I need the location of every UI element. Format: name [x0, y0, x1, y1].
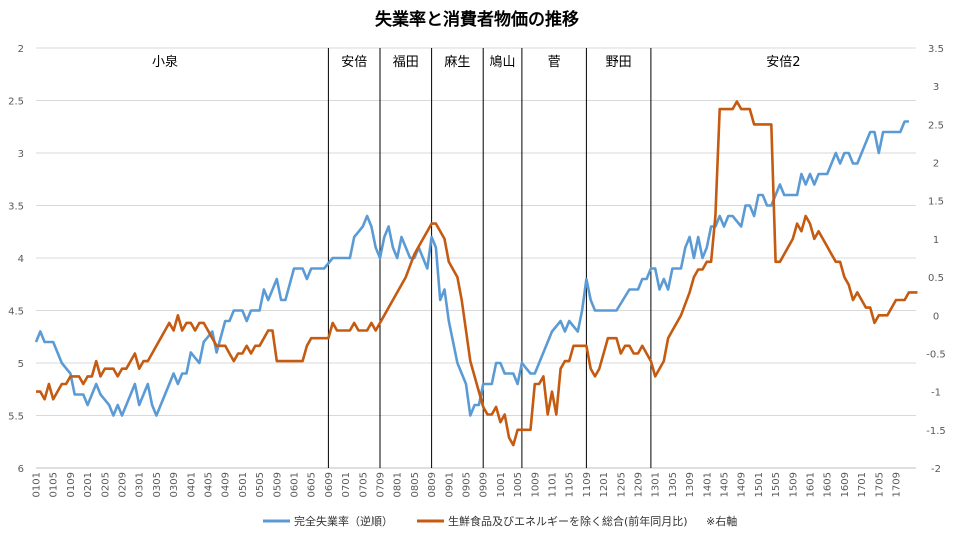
- x-tick-label: 1601: [806, 472, 817, 497]
- x-tick-label: 0401: [186, 472, 197, 497]
- era-label: 麻生: [444, 55, 470, 70]
- era-label: 鳩山: [490, 55, 516, 70]
- x-tick-label: 0209: [118, 472, 129, 497]
- x-tick-label: 1505: [771, 472, 782, 497]
- x-tick-label: 0609: [324, 472, 335, 497]
- y-left-tick-label: 5.5: [8, 412, 24, 423]
- x-tick-label: 0909: [479, 472, 490, 497]
- x-tick-label: 1405: [720, 472, 731, 497]
- era-label: 福田: [393, 55, 419, 70]
- y-right-tick-label: 0.5: [928, 273, 944, 284]
- x-tick-label: 1509: [788, 472, 799, 497]
- y-right-tick-label: 2: [933, 159, 939, 170]
- y-left-tick-label: 6: [18, 464, 24, 475]
- x-tick-label: 1005: [513, 472, 524, 497]
- x-tick-label: 1205: [616, 472, 627, 497]
- y-left-tick-label: 5: [18, 359, 24, 370]
- x-axis: 0101 0105 0109 0201 0205 0209 0301 0305 0309 0401…: [32, 472, 903, 497]
- x-tick-label: 0605: [307, 472, 318, 497]
- x-tick-label: 0309: [169, 472, 180, 497]
- y-right-tick-label: -1.5: [926, 426, 946, 437]
- y-right-tick-label: 0: [933, 311, 939, 322]
- x-tick-label: 0809: [427, 472, 438, 497]
- y-left-tick-label: 4: [18, 254, 24, 265]
- era-dividers: [327, 48, 652, 468]
- x-tick-label: 1609: [840, 472, 851, 497]
- x-tick-label: 0805: [410, 472, 421, 497]
- x-tick-label: 1305: [668, 472, 679, 497]
- x-tick-label: 0601: [290, 472, 301, 497]
- era-label: 安倍2: [766, 55, 800, 70]
- legend-label-unemployment: 完全失業率（逆順）: [294, 514, 393, 528]
- era-label: 安倍: [341, 55, 367, 70]
- x-tick-label: 0301: [135, 472, 146, 497]
- x-tick-label: 1501: [754, 472, 765, 497]
- x-tick-label: 0201: [83, 472, 94, 497]
- y-left-tick-label: 3.5: [8, 202, 24, 213]
- x-tick-label: 1209: [634, 472, 645, 497]
- chart-title: 失業率と消費者物価の推移: [375, 9, 579, 30]
- x-tick-label: 0205: [100, 472, 111, 497]
- x-tick-label: 0101: [32, 472, 43, 497]
- y-right-tick-label: 3: [933, 82, 939, 93]
- x-tick-label: 0405: [204, 472, 215, 497]
- y-left-tick-label: 2.5: [8, 97, 24, 108]
- x-tick-label: 1101: [548, 472, 559, 497]
- x-tick-label: 0501: [238, 472, 249, 497]
- y-right-tick-label: 2.5: [928, 120, 944, 131]
- x-tick-label: 1705: [874, 472, 885, 497]
- y-right-tick-label: 3.5: [928, 44, 944, 55]
- x-tick-label: 0505: [255, 472, 266, 497]
- x-tick-label: 0305: [152, 472, 163, 497]
- x-tick-label: 1001: [496, 472, 507, 497]
- x-tick-label: 0109: [66, 472, 77, 497]
- y-left-tick-label: 2: [18, 44, 24, 55]
- x-tick-label: 0801: [393, 472, 404, 497]
- x-tick-label: 1109: [582, 472, 593, 497]
- era-label: 小泉: [152, 54, 178, 70]
- series-lines: [34, 100, 918, 447]
- y-axis-left: 2 2.5 3 3.5 4 4.5 5 5.5 6: [8, 44, 24, 475]
- series-line-unemployment: [34, 120, 909, 417]
- y-left-tick-label: 4.5: [8, 307, 24, 318]
- x-tick-label: 1701: [857, 472, 868, 497]
- y-left-tick-label: 3: [18, 149, 24, 160]
- x-tick-label: 1309: [685, 472, 696, 497]
- x-tick-label: 1409: [737, 472, 748, 497]
- x-tick-label: 0105: [49, 472, 60, 497]
- x-tick-label: 1009: [530, 472, 541, 497]
- x-tick-label: 0905: [462, 472, 473, 497]
- y-axis-right: 3.5 3 2.5 2 1.5 1 0.5 0 -0.5 -1 -1.5 -2: [926, 44, 946, 475]
- legend-note: ※右軸: [706, 514, 737, 528]
- y-right-tick-label: -1: [931, 388, 941, 399]
- y-right-tick-label: -0.5: [926, 349, 946, 360]
- x-tick-label: 0409: [221, 472, 232, 497]
- x-tick-label: 1201: [599, 472, 610, 497]
- x-tick-label: 1605: [823, 472, 834, 497]
- x-tick-label: 1709: [892, 472, 903, 497]
- x-tick-label: 0901: [444, 472, 455, 497]
- x-tick-label: 0701: [341, 472, 352, 497]
- x-tick-label: 0509: [272, 472, 283, 497]
- era-label: 菅: [548, 55, 561, 70]
- y-right-tick-label: 1: [933, 235, 939, 246]
- y-right-tick-label: 1.5: [928, 197, 944, 208]
- legend-label-cpi: 生鮮食品及びエネルギーを除く総合(前年同月比): [448, 514, 688, 528]
- x-tick-label: 0709: [376, 472, 387, 497]
- x-tick-label: 1301: [651, 472, 662, 497]
- era-labels: 小泉 安倍 福田 麻生 鳩山 菅 野田 安倍2: [152, 54, 801, 70]
- legend: 完全失業率（逆順） 生鮮食品及びエネルギーを除く総合(前年同月比) ※右軸: [263, 514, 737, 528]
- x-tick-label: 0705: [358, 472, 369, 497]
- era-label: 野田: [606, 55, 632, 70]
- x-tick-label: 1401: [702, 472, 713, 497]
- grid-lines: [36, 47, 916, 469]
- x-tick-label: 1105: [565, 472, 576, 497]
- y-right-tick-label: -2: [931, 464, 941, 475]
- series-line-cpi: [36, 100, 918, 447]
